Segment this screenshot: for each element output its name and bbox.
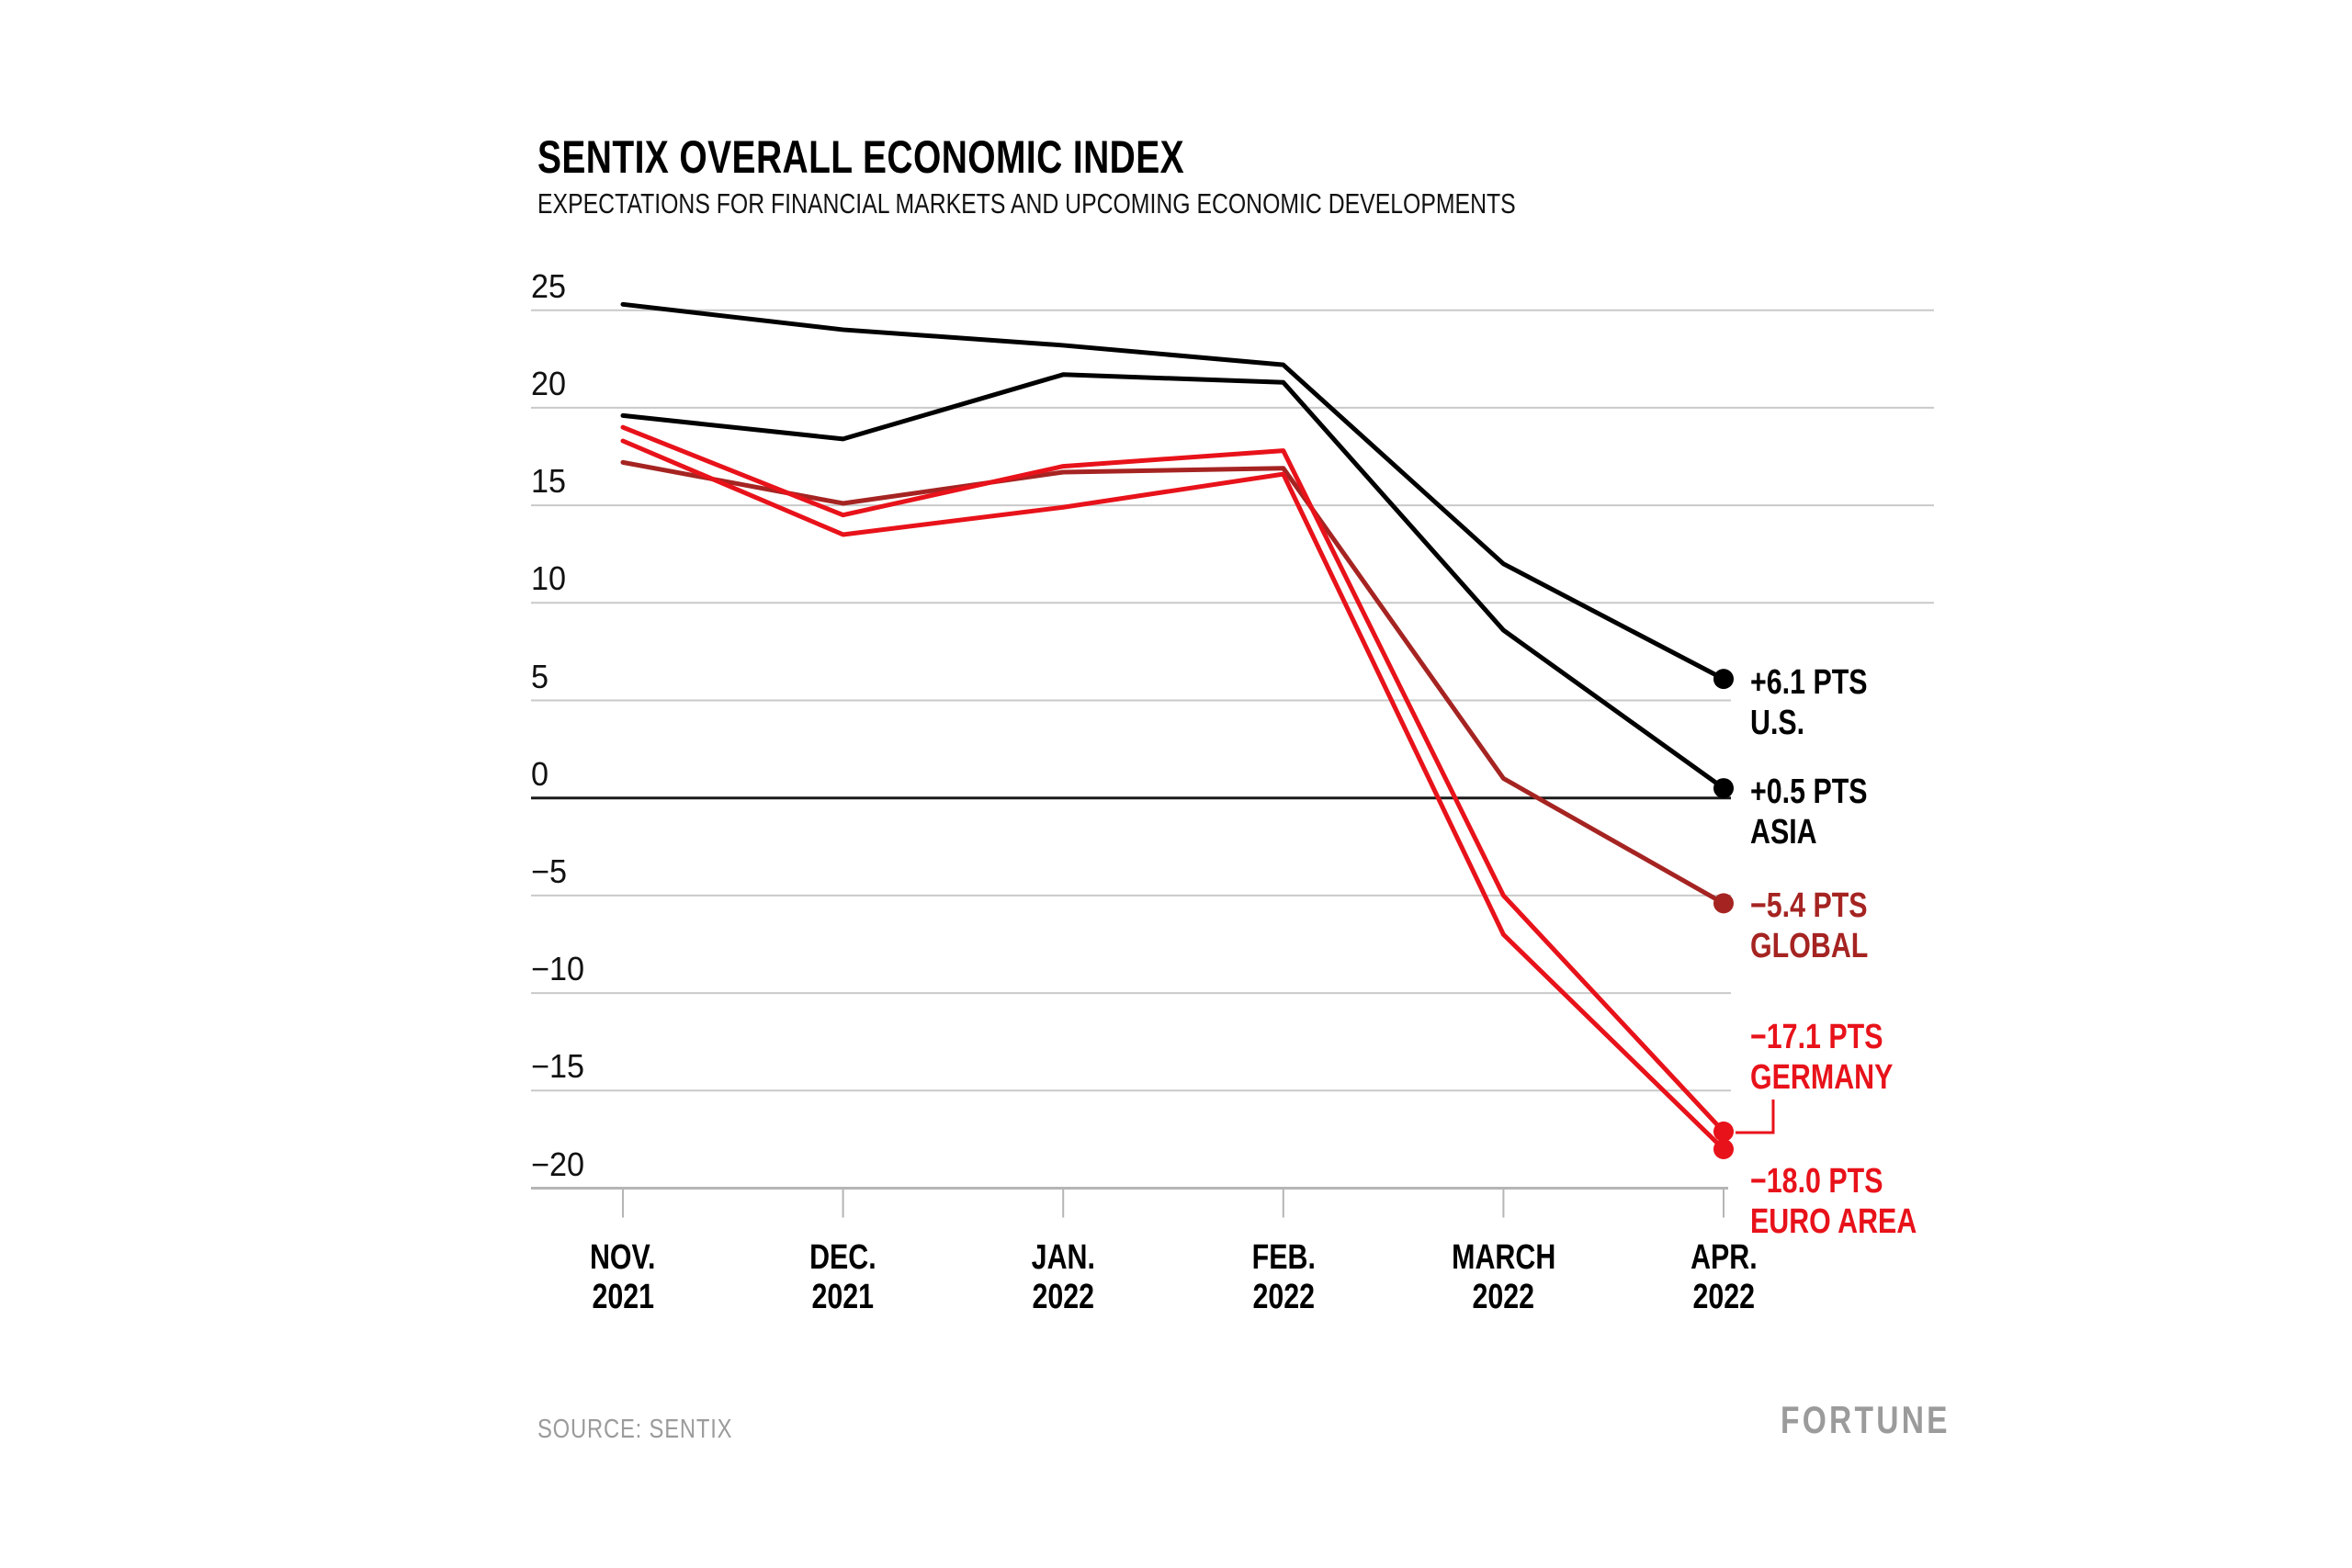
series-line-global bbox=[620, 459, 1726, 906]
x-tick-label-jan-2022: JAN. 2022 bbox=[1031, 1238, 1095, 1316]
y-tick-label--5: −5 bbox=[531, 852, 567, 890]
series-end-label-global: −5.4 PTS GLOBAL bbox=[1750, 886, 1869, 966]
series-line-asia bbox=[620, 372, 1726, 791]
source-attribution: SOURCE: SENTIX bbox=[537, 1415, 733, 1444]
y-tick-label-15: 15 bbox=[531, 462, 567, 501]
page-subtitle: EXPECTATIONS FOR FINANCIAL MARKETS AND U… bbox=[537, 187, 1760, 220]
x-tick-label-nov-2021: NOV. 2021 bbox=[590, 1238, 656, 1316]
series-line-euro-area bbox=[620, 438, 1726, 1152]
series-end-label-u-s: +6.1 PTS U.S. bbox=[1750, 663, 1868, 743]
page-title: SENTIX OVERALL ECONOMIC INDEX bbox=[537, 130, 1367, 184]
page-subtitle-text: EXPECTATIONS FOR FINANCIAL MARKETS AND U… bbox=[537, 187, 1516, 220]
germany-label-connector bbox=[1736, 1100, 1775, 1134]
fortune-logo: FORTUNE bbox=[1781, 1398, 1951, 1441]
page-title-text: SENTIX OVERALL ECONOMIC INDEX bbox=[537, 131, 1184, 183]
x-tick-label-march-2022: MARCH 2022 bbox=[1451, 1238, 1555, 1316]
y-tick-label--10: −10 bbox=[531, 950, 585, 988]
y-tick-label-20: 20 bbox=[531, 364, 567, 402]
series-endpoint-dot-u-s bbox=[1713, 669, 1734, 690]
series-line-germany bbox=[620, 424, 1726, 1134]
y-tick-label--15: −15 bbox=[531, 1047, 585, 1086]
series-end-label-asia: +0.5 PTS ASIA bbox=[1750, 773, 1868, 852]
series-endpoint-dot-global bbox=[1713, 893, 1734, 914]
x-tick-label-apr-2022: APR. 2022 bbox=[1690, 1238, 1758, 1316]
y-tick-label-5: 5 bbox=[531, 657, 549, 695]
series-line-u-s bbox=[620, 301, 1726, 682]
y-tick-label--20: −20 bbox=[531, 1145, 585, 1183]
series-end-label-germany: −17.1 PTS GERMANY bbox=[1750, 1018, 1894, 1098]
y-tick-label-0: 0 bbox=[531, 754, 549, 793]
series-endpoint-dot-asia bbox=[1713, 778, 1734, 799]
x-tick-label-feb-2022: FEB. 2022 bbox=[1251, 1238, 1316, 1316]
x-tick-label-dec-2021: DEC. 2021 bbox=[809, 1238, 876, 1316]
series-endpoint-dot-euro-area bbox=[1713, 1139, 1734, 1160]
series-endpoint-dot-germany bbox=[1713, 1121, 1734, 1142]
y-tick-label-25: 25 bbox=[531, 266, 567, 305]
y-tick-label-10: 10 bbox=[531, 559, 567, 598]
series-end-label-euro-area: −18.0 PTS EURO AREA bbox=[1750, 1162, 1917, 1242]
